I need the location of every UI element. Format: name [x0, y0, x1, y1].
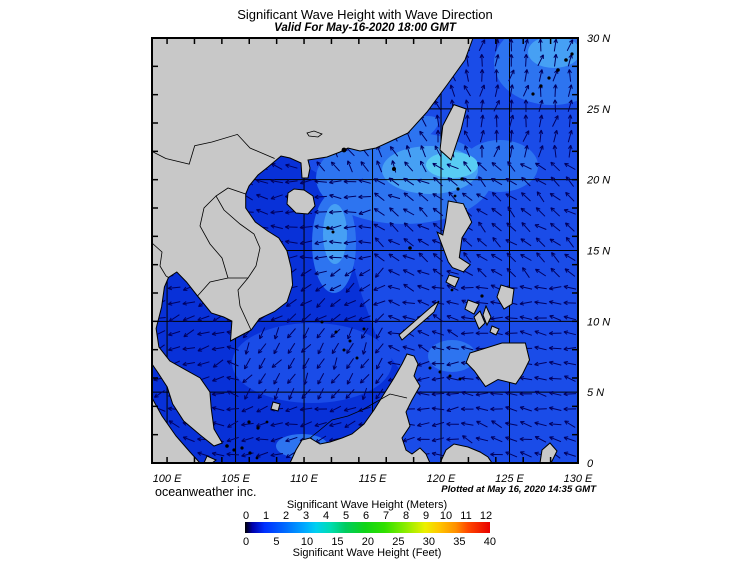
wave-zone-danang-band — [323, 204, 347, 264]
meters-tick-label: 2 — [283, 510, 289, 522]
feet-tick-label: 30 — [423, 536, 435, 548]
meters-tick-label: 4 — [323, 510, 329, 522]
lat-label: 15 N — [587, 246, 610, 258]
land-bohol — [489, 325, 500, 336]
colorbar-title-meters: Significant Wave Height (Meters) — [287, 499, 447, 511]
lon-label: 125 E — [495, 473, 524, 485]
meters-tick-label: 8 — [403, 510, 409, 522]
page-title: Significant Wave Height with Wave Direct… — [237, 7, 493, 22]
country-borders — [152, 130, 408, 439]
border-china-vietnam — [152, 133, 275, 165]
land-negros — [473, 310, 486, 330]
border-vietnam-laos-cambodia — [215, 187, 261, 331]
land-taiwan — [439, 103, 467, 161]
border-malaysia-indonesia-borneo — [309, 393, 408, 439]
land-mindoro — [445, 274, 460, 288]
land-bangka — [203, 455, 217, 463]
valid-time-subtitle: Valid For May-16-2020 18:00 GMT — [274, 22, 457, 34]
meters-tick-label: 7 — [383, 510, 389, 522]
lat-label: 10 N — [587, 316, 610, 328]
feet-tick-label: 0 — [243, 536, 249, 548]
land-panay — [464, 299, 480, 315]
land-mainland-asia — [152, 38, 474, 447]
meters-tick-label: 11 — [460, 510, 471, 522]
lon-label: 120 E — [427, 473, 456, 485]
meters-tick-label: 0 — [243, 510, 249, 522]
border-thailand-cambodia — [197, 277, 248, 297]
meters-tick-label: 5 — [343, 510, 349, 522]
border-laos-thailand — [199, 195, 229, 279]
colorbar-title-feet: Significant Wave Height (Feet) — [293, 547, 442, 559]
feet-tick-label: 35 — [453, 536, 465, 548]
feet-tick-label: 40 — [484, 536, 496, 548]
feet-tick-label: 10 — [301, 536, 313, 548]
land-natuna — [270, 401, 281, 412]
land-masses — [152, 38, 558, 463]
colorbar-meters-ticks: 0 1 2 3 4 5 6 7 8 9 10 11 12 — [243, 510, 492, 522]
meters-tick-label: 12 — [480, 510, 492, 522]
colorbar-gradient — [245, 522, 490, 533]
lon-label: 100 E — [153, 473, 182, 485]
latitude-axis-labels: 30 N 25 N 20 N 15 N 10 N 5 N 0 — [586, 33, 610, 470]
lon-label: 105 E — [221, 473, 250, 485]
land-cebu — [482, 304, 492, 327]
lon-label: 130 E — [564, 473, 593, 485]
wave-zone-south-patch — [232, 323, 392, 403]
map — [151, 37, 579, 464]
plotted-at-text: Plotted at May 16, 2020 14:35 GMT — [441, 484, 597, 495]
wave-zone-peak — [426, 152, 478, 178]
land-borneo — [289, 353, 431, 463]
lat-label: 25 N — [586, 104, 610, 116]
land-palawan — [398, 300, 440, 341]
meters-tick-label: 10 — [440, 510, 452, 522]
china-lake — [306, 130, 323, 138]
meters-tick-label: 6 — [363, 510, 369, 522]
land-mindanao — [465, 342, 531, 388]
lon-label: 115 E — [359, 473, 388, 485]
meters-tick-label: 1 — [263, 510, 269, 522]
credit-text: oceanweather inc. — [155, 485, 256, 499]
feet-tick-label: 25 — [392, 536, 404, 548]
map-layers — [152, 38, 578, 463]
land-samar-leyte — [496, 284, 515, 310]
map-frame — [151, 37, 579, 464]
lat-label: 0 — [587, 458, 594, 470]
colorbar-feet-ticks: 0 5 10 15 20 25 30 35 40 — [243, 536, 496, 548]
lon-label: 110 E — [290, 473, 319, 485]
lat-label: 30 N — [587, 33, 610, 45]
feet-tick-label: 15 — [331, 536, 343, 548]
meters-tick-label: 9 — [423, 510, 429, 522]
border-thailand-myanmar — [152, 242, 169, 278]
wave-zone-east-taiwan — [462, 140, 538, 192]
lat-label: 5 N — [587, 387, 604, 399]
small-islands — [225, 52, 574, 460]
feet-tick-label: 20 — [362, 536, 374, 548]
lat-label: 20 N — [586, 175, 610, 187]
land-halmahera — [539, 442, 558, 463]
meters-tick-label: 3 — [303, 510, 309, 522]
land-hainan — [286, 188, 316, 215]
longitude-axis-labels: 100 E 105 E 110 E 115 E 120 E 125 E 130 E — [153, 473, 593, 485]
land-luzon — [436, 200, 473, 273]
feet-tick-label: 5 — [273, 536, 279, 548]
land-sumatra — [152, 396, 201, 463]
